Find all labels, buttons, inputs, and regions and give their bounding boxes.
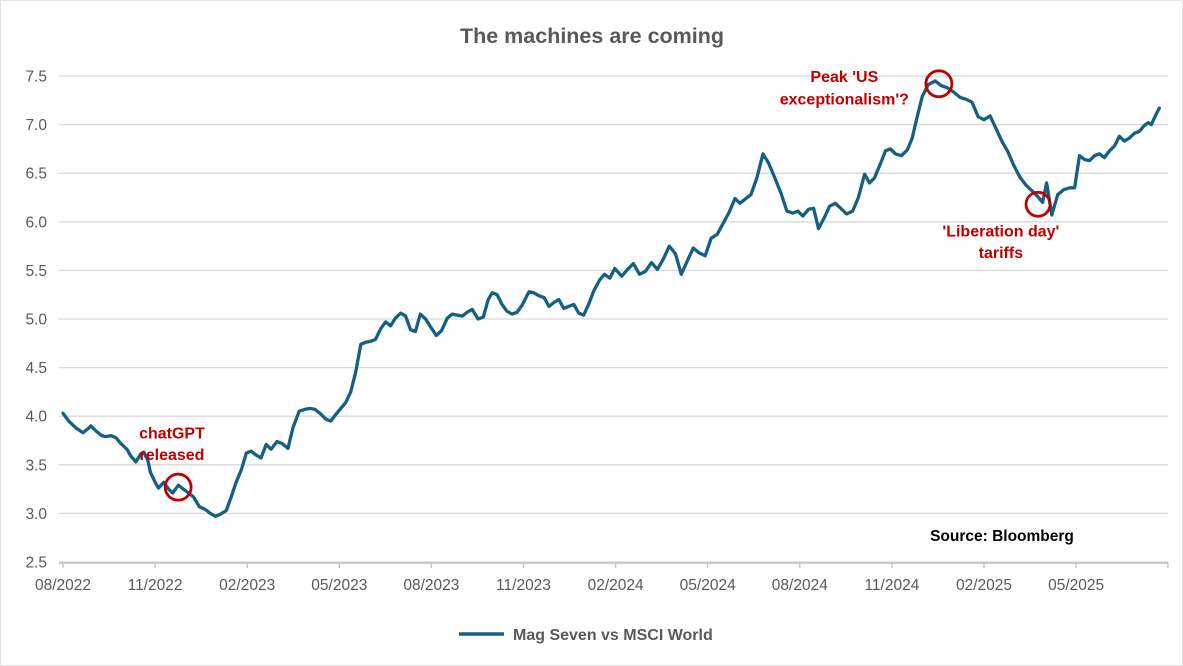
annotation-label-chatgpt-released: chatGPT released [139,426,205,464]
annotations: chatGPT released Peak 'US exceptionalism'? '… [139,69,1059,502]
x-tick-label-11-2024: 11/2024 [864,577,919,594]
y-tick-label-6.0: 6.0 [25,214,47,231]
legend: Mag Seven vs MSCI World [459,627,713,644]
series-line-group [61,79,1161,518]
y-tick-label-4.5: 4.5 [25,360,47,377]
y-tick-label-2.5: 2.5 [25,555,47,572]
annotation-liberation-day-tariffs: 'Liberation day' tariffs [942,190,1059,262]
series-line-mag-seven-vs-msci-world [61,79,1161,518]
x-tick-label-02-2023: 02/2023 [219,577,275,594]
x-tick-label-11-2023: 11/2023 [496,577,551,594]
y-tick-label-4.0: 4.0 [25,409,47,426]
y-tick-label-3.5: 3.5 [25,457,47,474]
x-tick-label-08-2023: 08/2023 [403,577,459,594]
legend-label: Mag Seven vs MSCI World [513,627,713,644]
annotation-label-liberation-day-tariffs: 'Liberation day' tariffs [942,224,1059,262]
gridlines [59,75,1168,563]
x-tick-label-08-2024: 08/2024 [772,577,828,594]
x-tick-label-02-2024: 02/2024 [588,577,644,594]
source-note: Source: Bloomberg [930,528,1074,545]
x-tick-label-08-2022: 08/2022 [35,577,91,594]
y-axis-labels: 2.5 3.0 3.5 4.0 4.5 5.0 5.5 6.0 6.5 7.0 7.5 [25,69,47,572]
annotation-circle-chatgpt-released [163,472,193,502]
y-tick-label-5.0: 5.0 [25,312,47,329]
y-tick-label-7.5: 7.5 [25,69,47,86]
chart-title: The machines are coming [460,24,724,48]
y-tick-label-6.5: 6.5 [25,166,47,183]
annotation-chatgpt-released: chatGPT released [139,426,205,502]
x-tick-label-02-2025: 02/2025 [956,577,1012,594]
x-axis: 08/2022 11/2022 02/2023 05/2023 08/2023 11/20… [35,562,1169,594]
x-tick-label-05-2024: 05/2024 [680,577,736,594]
annotation-circle-liberation-day-tariffs [1024,190,1052,218]
x-tick-label-05-2025: 05/2025 [1048,577,1104,594]
annotation-peak-us-exceptionalism: Peak 'US exceptionalism'? [780,69,954,108]
y-tick-label-3.0: 3.0 [25,506,47,523]
annotation-circle-peak-us-exceptionalism [924,69,954,99]
y-tick-label-5.5: 5.5 [25,263,47,280]
x-tick-label-11-2022: 11/2022 [128,577,183,594]
y-tick-label-7.0: 7.0 [25,117,47,134]
x-tick-label-05-2023: 05/2023 [311,577,367,594]
annotation-label-peak-us-exceptionalism: Peak 'US exceptionalism'? [780,69,909,108]
